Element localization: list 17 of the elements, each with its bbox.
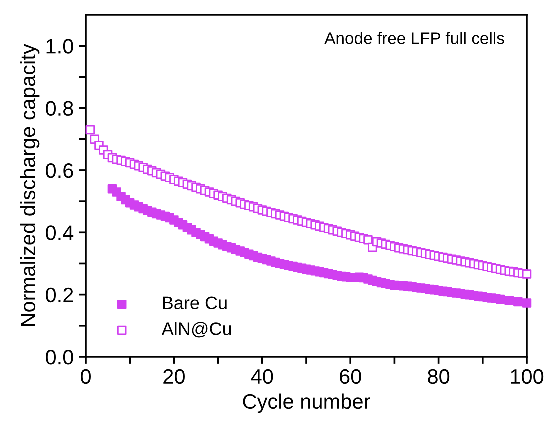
y-tick-label: 0.2 [46,288,74,303]
x-tick-label: 80 [428,369,450,384]
y-tick-label: 0.8 [46,101,74,116]
legend-label: AlN@Cu [162,322,232,338]
x-tick-label: 40 [251,369,274,384]
annotation: Anode free LFP full cells [324,32,504,44]
legend-label: Bare Cu [163,296,227,310]
x-tick-label: 0 [81,369,91,384]
y-tick-label: 0.0 [46,350,74,365]
y-tick-label: 1.0 [46,39,74,54]
y-tick-label: 0.4 [46,226,74,240]
y-tick-label: 0.6 [46,163,74,178]
y-axis-title: Normalized discharge capacity [20,44,40,326]
x-tick-label: 60 [340,369,362,384]
x-tick-label: 100 [511,369,544,384]
x-axis-title: Cycle number [243,394,370,414]
x-tick-label: 20 [164,369,185,384]
